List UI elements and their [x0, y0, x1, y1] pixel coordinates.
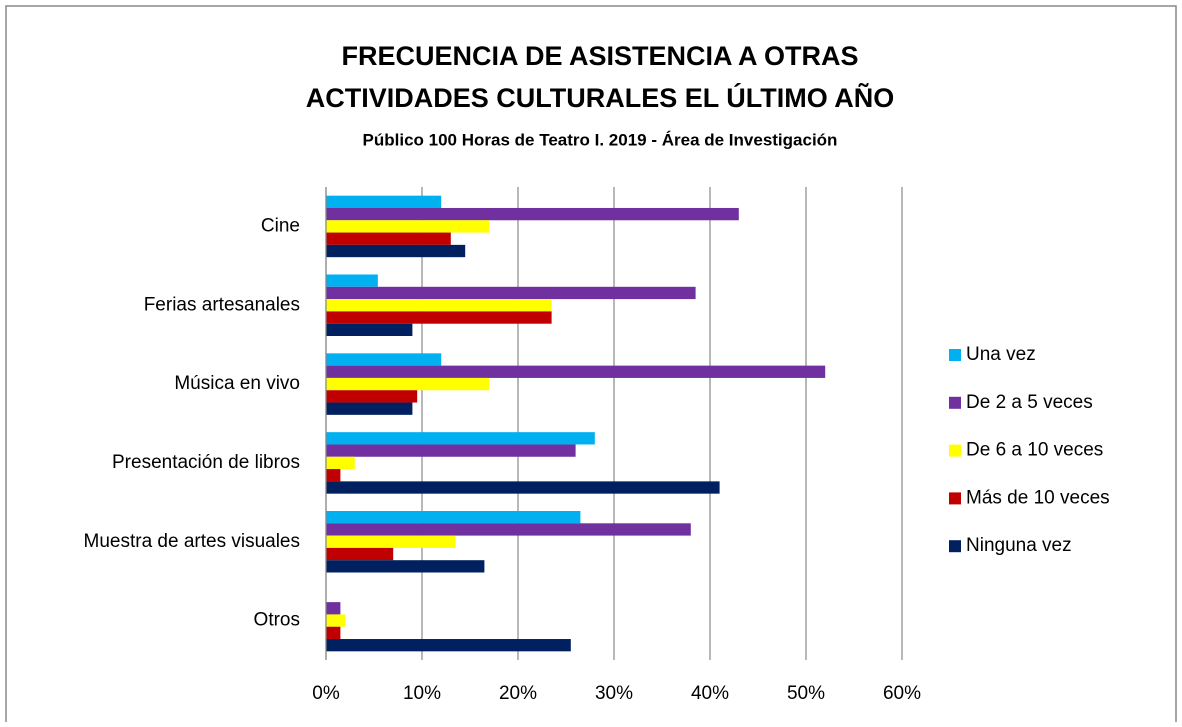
- legend-swatch: [949, 396, 961, 409]
- bar: [326, 547, 394, 561]
- bar: [326, 232, 451, 245]
- legend-label: Una vez: [966, 344, 1036, 365]
- bar: [326, 207, 739, 221]
- bar: [326, 614, 346, 627]
- legend-swatch: [949, 349, 961, 361]
- bar: [326, 523, 691, 536]
- bar: [326, 456, 355, 470]
- x-tick-label: 0%: [312, 683, 340, 704]
- x-tick-label: 50%: [787, 683, 825, 704]
- bar: [326, 481, 720, 494]
- bar: [326, 535, 456, 548]
- bar: [326, 299, 552, 312]
- bar: [326, 274, 378, 287]
- bar: [326, 602, 341, 615]
- chart-title: FRECUENCIA DE ASISTENCIA A OTRAS: [341, 41, 858, 71]
- bar: [326, 353, 442, 366]
- chart-title: ACTIVIDADES CULTURALES EL ÚLTIMO AÑO: [306, 82, 895, 113]
- legend-swatch: [949, 444, 961, 457]
- legend-label: Ninguna vez: [966, 535, 1072, 556]
- bar: [326, 402, 413, 415]
- bar: [326, 220, 490, 233]
- x-tick-label: 60%: [883, 683, 921, 704]
- bar: [326, 195, 442, 208]
- bar: [326, 390, 418, 403]
- y-tick-label: Cine: [261, 215, 300, 236]
- bar: [326, 626, 341, 640]
- bar: [326, 469, 341, 482]
- x-tick-label: 40%: [691, 683, 729, 704]
- y-tick-label: Presentación de libros: [112, 452, 300, 473]
- y-tick-label: Otros: [254, 610, 300, 631]
- bar: [326, 244, 466, 258]
- y-tick-label: Ferias artesanales: [144, 294, 300, 315]
- x-tick-label: 30%: [595, 683, 633, 704]
- bar: [326, 444, 576, 457]
- y-tick-label: Muestra de artes visuales: [84, 531, 301, 552]
- legend-swatch: [949, 492, 961, 505]
- bar: [326, 377, 490, 391]
- bar: [326, 311, 552, 324]
- x-tick-label: 10%: [403, 683, 441, 704]
- bar: [326, 432, 595, 445]
- bar: [326, 639, 571, 652]
- x-tick-label: 20%: [499, 683, 537, 704]
- legend-label: De 6 a 10 veces: [966, 440, 1103, 461]
- chart-subtitle: Público 100 Horas de Teatro I. 2019 - Ár…: [363, 130, 838, 149]
- bar: [326, 560, 485, 573]
- bar: [326, 323, 413, 336]
- legend-swatch: [949, 540, 961, 553]
- legend-label: Más de 10 veces: [966, 487, 1110, 508]
- legend-label: De 2 a 5 veces: [966, 392, 1093, 413]
- y-tick-label: Música en vivo: [174, 373, 300, 394]
- bar: [326, 286, 696, 300]
- bar: [326, 365, 826, 378]
- bar: [326, 511, 581, 524]
